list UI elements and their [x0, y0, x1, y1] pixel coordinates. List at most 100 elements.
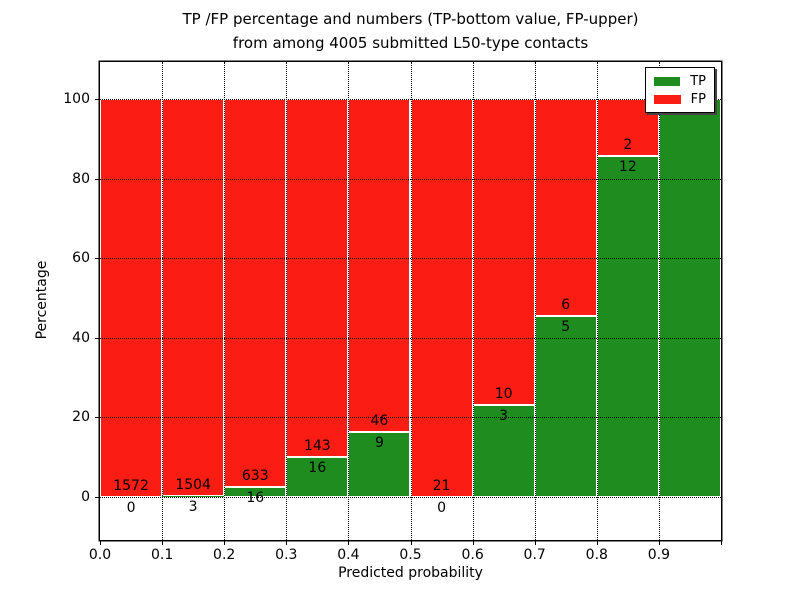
bar-segment-fp: [534, 99, 597, 317]
chart-title-line1: TP /FP percentage and numbers (TP-bottom…: [182, 10, 639, 28]
x-tick-label: 0.5: [399, 547, 422, 563]
fp-count-label: 46: [370, 412, 389, 429]
x-tick-label: 0.7: [523, 547, 546, 563]
chart-title: TP /FP percentage and numbers (TP-bottom…: [100, 7, 721, 55]
legend-label-tp: TP: [690, 73, 706, 89]
horizontal-gridline: [100, 258, 721, 260]
y-tick-label: 20: [72, 409, 90, 426]
bar-bin-3: [286, 99, 349, 497]
x-tick-mark: [410, 540, 412, 545]
vertical-gridline: [472, 62, 474, 540]
fp-count-label: 6: [561, 297, 571, 314]
bar-segment-fp: [224, 99, 287, 488]
bar-bin-7: [534, 99, 597, 497]
bar-segment-tp: [348, 431, 411, 497]
fp-count-label: 1504: [175, 477, 211, 494]
tp-count-label: 0: [126, 500, 136, 516]
bar-segment-fp: [286, 99, 349, 457]
fp-count-label: 143: [303, 437, 331, 454]
x-tick-label: 0.9: [647, 547, 671, 563]
tp-count-label: 9: [374, 434, 384, 451]
horizontal-gridline: [100, 337, 721, 339]
horizontal-gridline: [100, 99, 721, 100]
x-tick-label: 0.8: [585, 547, 608, 563]
gridlines-layer: [100, 62, 721, 540]
plot-area: 157201504363316143164692101036521204 0.0…: [63, 62, 722, 563]
vertical-gridline: [658, 62, 660, 540]
x-tick-mark: [100, 540, 101, 545]
bar-segment-tp: [658, 99, 721, 497]
x-tick-mark: [162, 540, 164, 545]
tp-count-label: 16: [308, 459, 327, 476]
y-tick-label: 60: [72, 250, 90, 267]
bar-bin-4: [348, 99, 411, 497]
tp-count-label: 16: [246, 490, 265, 507]
x-tick-label: 0.2: [213, 547, 236, 563]
x-tick-label: 0.1: [150, 547, 174, 563]
vertical-gridline: [286, 62, 288, 540]
x-tick-mark: [658, 540, 660, 545]
y-tick-mark: [95, 99, 100, 100]
y-tick-label: 0: [81, 489, 90, 505]
bar-segment-tp: [286, 456, 349, 497]
x-axis-label: Predicted probability: [338, 565, 483, 581]
bar-segment-tp: [596, 155, 659, 497]
vertical-gridline: [596, 62, 598, 540]
y-tick-label: 100: [63, 91, 90, 107]
fp-count-label: 633: [241, 468, 269, 485]
horizontal-gridline: [100, 497, 721, 498]
tp-count-label: 5: [561, 319, 571, 336]
fp-count-label: 1572: [113, 478, 149, 494]
fp-legend-swatch-icon: [654, 94, 681, 104]
bars-layer: [100, 62, 721, 540]
legend-row-fp: FP: [654, 93, 706, 106]
chart-title-line2: from among 4005 submitted L50-type conta…: [232, 34, 589, 52]
bar-segment-fp: [162, 99, 225, 497]
tp-count-label: 12: [618, 158, 637, 175]
legend-row-tp: TP: [654, 75, 706, 88]
vertical-gridline: [162, 62, 164, 540]
bar-bin-0: [100, 99, 163, 497]
x-tick-mark: [596, 540, 598, 545]
x-tick-mark: [472, 540, 474, 545]
fp-count-label: 2: [623, 136, 633, 153]
bar-bin-9: [658, 99, 721, 497]
vertical-gridline: [410, 62, 412, 540]
y-axis-label: Percentage: [34, 260, 50, 340]
y-tick-mark: [95, 178, 100, 180]
vertical-gridline: [224, 62, 226, 540]
bar-segment-tp: [162, 496, 225, 497]
x-tick-mark: [286, 540, 288, 545]
legend-label-fp: FP: [690, 91, 706, 107]
bar-bin-2: [224, 99, 287, 497]
x-tick-label: 0.4: [337, 547, 360, 563]
tp-count-label: 3: [188, 499, 198, 516]
y-tick-label: 40: [72, 329, 90, 346]
x-tick-mark: [348, 540, 350, 545]
y-tick-mark: [95, 417, 100, 419]
y-tick-label: 80: [72, 170, 90, 187]
tp-legend-swatch-icon: [654, 76, 681, 86]
x-tick-label: 0.6: [461, 547, 484, 563]
horizontal-gridline: [100, 417, 721, 419]
horizontal-gridline: [100, 178, 721, 180]
legend: TP FP: [645, 67, 715, 113]
x-tick-mark: [721, 540, 722, 545]
tp-count-label: 3: [499, 408, 509, 425]
bar-segment-fp: [100, 99, 163, 497]
x-tick-label: 0.3: [275, 547, 298, 563]
tp-count-label: 0: [437, 500, 447, 516]
y-tick-mark: [95, 497, 100, 498]
x-tick-mark: [534, 540, 536, 545]
bar-bin-1: [162, 99, 225, 497]
y-tick-mark: [95, 337, 100, 339]
fp-count-label: 10: [494, 386, 513, 403]
vertical-gridline: [534, 62, 536, 540]
bar-count-labels-layer: 157201504363316143164692101036521204: [100, 62, 721, 540]
bar-segment-fp: [348, 99, 411, 432]
fp-count-label: 21: [432, 478, 451, 494]
y-tick-mark: [95, 258, 100, 260]
x-tick-label: 0.0: [88, 547, 112, 563]
vertical-gridline: [348, 62, 350, 540]
